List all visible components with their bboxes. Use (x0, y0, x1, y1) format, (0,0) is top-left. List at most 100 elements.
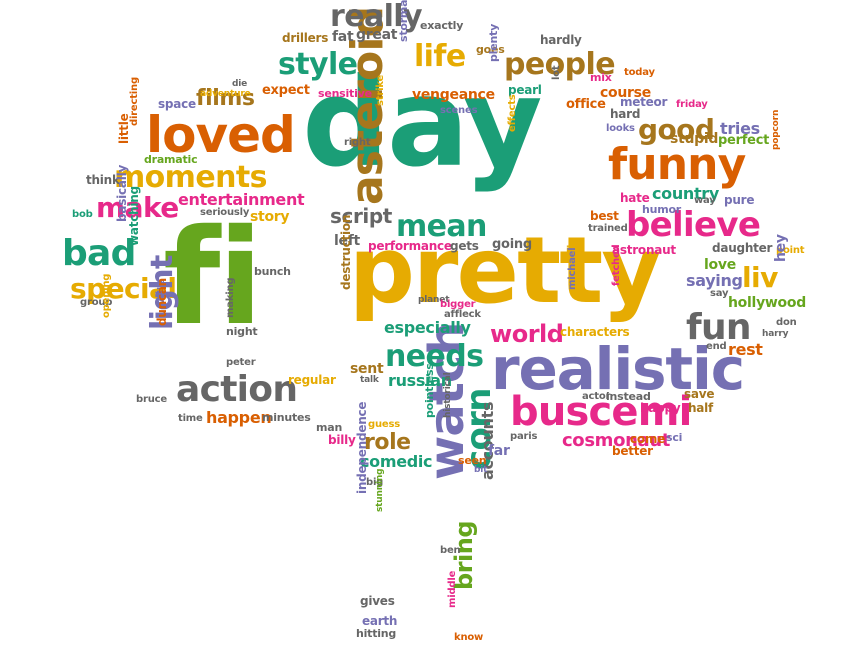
word-night: night (226, 325, 258, 338)
word-fun: fun (686, 307, 751, 348)
word-bigger: bigger (440, 299, 476, 310)
word-make: make (96, 191, 179, 224)
word-course: course (600, 85, 651, 101)
word-middle: middle (447, 570, 458, 608)
word-exactly: exactly (420, 19, 464, 32)
word-fi: fi (163, 201, 263, 355)
word-humor: humor (642, 203, 682, 216)
word-script: script (330, 204, 392, 228)
word-going: going (492, 237, 532, 252)
word-opening: opening (101, 273, 112, 318)
word-characters: characters (560, 325, 630, 339)
word-effects: effects (507, 94, 518, 132)
word-rest: rest (728, 340, 763, 359)
word-buscemi: buscemi (510, 389, 692, 435)
word-group: group (80, 297, 113, 308)
word-perfect: perfect (718, 133, 770, 148)
word-making: making (225, 277, 236, 318)
word-moments: moments (114, 160, 267, 195)
word-expect: expect (262, 83, 310, 98)
word-best: best (590, 209, 619, 223)
word-bad: bad (62, 233, 136, 274)
word-stupid: stupid (670, 131, 719, 147)
word-today: today (624, 67, 655, 78)
word-think: think (86, 173, 120, 187)
word-really: really (330, 0, 423, 34)
word-guess: guess (368, 419, 400, 430)
word-point: point (776, 245, 805, 256)
word-believe: believe (626, 205, 761, 245)
word-right: right (344, 137, 371, 148)
word-don: don (776, 317, 797, 328)
word-actor: actor (582, 391, 611, 402)
word-astronaut: astronaut (612, 243, 676, 257)
word-realistic: realistic (491, 335, 745, 403)
word-earth: earth (362, 614, 398, 628)
word-lot: lot (551, 65, 562, 80)
word-duncan: duncan (155, 278, 169, 326)
word-strike: strike (375, 74, 386, 106)
word-looks: looks (606, 123, 635, 134)
word-seen: seen (458, 454, 487, 467)
word-save: save (684, 387, 715, 401)
word-performance: performance (368, 239, 452, 253)
word-fat: fat (332, 29, 354, 45)
word-come: come (630, 432, 666, 446)
word-trained: trained (588, 223, 628, 234)
word-life: life (414, 39, 466, 74)
word-mean: mean (396, 209, 487, 244)
word-hitting: hitting (356, 627, 397, 640)
word-sci: sci (666, 431, 683, 444)
word-regular: regular (288, 373, 336, 387)
word-destruction: destruction (339, 214, 353, 290)
word-far: far (488, 443, 510, 459)
word-vengeance: vengeance (412, 87, 495, 103)
word-hey: hey (773, 234, 789, 262)
word-world: world (490, 320, 564, 348)
word-harry: harry (762, 329, 789, 339)
word-good: good (638, 113, 715, 146)
word-man: man (316, 421, 343, 434)
word-affleck: affleck (444, 309, 481, 320)
word-sensitive: sensitive (318, 87, 372, 100)
word-time: time (178, 413, 203, 424)
word-hate: hate (620, 191, 650, 205)
word-way: way (694, 195, 716, 206)
word-hollywood: hollywood (728, 295, 806, 311)
word-russian: russian (388, 371, 452, 390)
word-bit: bit (474, 465, 488, 475)
word-entertainment: entertainment (178, 190, 305, 209)
word-independence: independence (355, 401, 369, 494)
word-bunch: bunch (254, 265, 291, 278)
word-needs: needs (385, 339, 484, 374)
word-liv: liv (742, 261, 778, 294)
word-paris: paris (510, 431, 538, 442)
word-peter: peter (226, 357, 256, 368)
word-talk: talk (360, 375, 379, 385)
word-funny: funny (608, 139, 746, 190)
word-pure: pure (724, 193, 755, 207)
word-big: big (366, 477, 384, 488)
word-bruce: bruce (136, 394, 167, 405)
word-say: say (710, 288, 729, 299)
word-great: great (356, 27, 398, 43)
word-adventure: adventure (200, 89, 251, 99)
word-special: special (70, 272, 177, 305)
word-stormare: stormare (397, 0, 410, 42)
word-films: films (196, 86, 255, 111)
word-bob: bob (72, 209, 93, 220)
word-left: left (334, 233, 360, 249)
word-saying: saying (686, 271, 743, 290)
word-stunning: stunning (375, 468, 385, 512)
word-gives: gives (360, 594, 395, 608)
word-end: end (706, 341, 727, 352)
word-daughter: daughter (712, 241, 773, 255)
word-happy: happy (640, 401, 681, 415)
word-scenes: scenes (440, 105, 478, 116)
word-gets: gets (450, 239, 479, 253)
word-fetched: fetched (611, 244, 622, 286)
word-day: day (302, 52, 543, 194)
word-seriously: seriously (200, 207, 250, 218)
word-better: better (612, 444, 653, 458)
